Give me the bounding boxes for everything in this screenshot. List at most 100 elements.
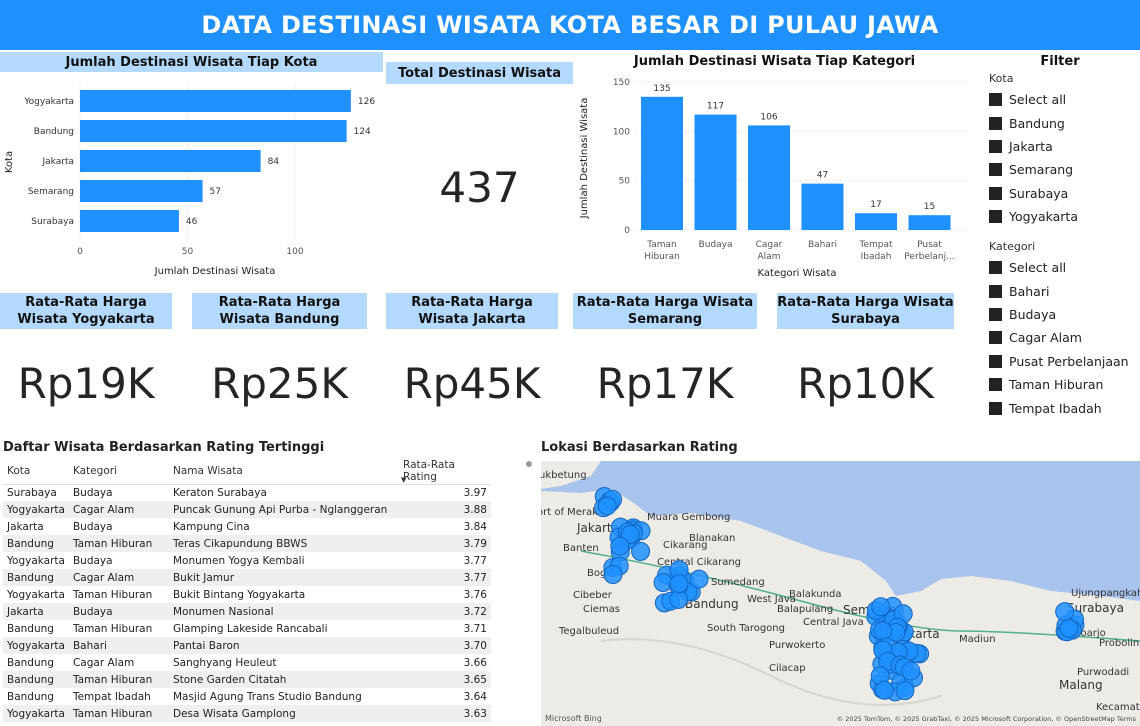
column-header-kategori[interactable]: Kategori [68,458,169,485]
checkbox[interactable] [989,401,1002,415]
filter-kategori-item[interactable]: Select all [989,256,1139,279]
filter-kota-item[interactable]: Jakarta [989,135,1139,158]
total-header: Total Destinasi Wisata [386,62,573,84]
table-row[interactable]: Bandung Cagar Alam Bukit Jamur 3.77 [3,569,491,586]
map-point[interactable] [653,573,673,593]
filter-kategori-item[interactable]: Tempat Ibadah [989,396,1139,419]
table-row[interactable]: Bandung Cagar Alam Sanghyang Heuleut 3.66 [3,654,491,671]
bar[interactable] [80,90,351,112]
map-point[interactable] [1059,618,1079,638]
checkbox[interactable] [989,307,1002,321]
map-point[interactable] [895,681,915,701]
category-label: Jakarta [42,157,74,167]
checkbox[interactable] [989,93,1002,107]
cell-nama-wisata: Stone Garden Citatah [168,671,399,688]
table-row[interactable]: Bandung Taman Hiburan Glamping Lakeside Ra… [3,620,491,637]
map-place-label: South Tarogong [707,623,785,634]
checkbox[interactable] [989,331,1002,345]
bar[interactable] [908,215,951,230]
drag-handle-icon[interactable] [526,461,532,467]
column-header-rating[interactable]: Rata-Rata Rating ▼ [399,458,491,485]
checkbox[interactable] [989,378,1002,392]
cell-kota: Bandung [3,671,69,688]
map-point[interactable] [597,496,617,516]
land-east [1011,661,1140,726]
y-tick-label: 100 [613,127,630,137]
bar[interactable] [801,183,844,230]
map-point[interactable] [875,680,895,700]
bar[interactable] [855,213,897,230]
filter-kota-item[interactable]: Surabaya [989,182,1139,205]
filter-kota-item[interactable]: Yogyakarta [989,205,1139,228]
category-label: Pusat Perbelanj... [904,240,954,262]
filter-kategori-item[interactable]: Cagar Alam [989,326,1139,349]
filter-kota-item[interactable]: Select all [989,88,1139,111]
checkbox[interactable] [989,139,1002,153]
cell-nama-wisata: Glamping Lakeside Rancabali [172,622,328,635]
checkbox[interactable] [989,163,1002,177]
cell-rating: 3.65 [399,671,491,688]
table-row[interactable]: Surabaya Budaya Keraton Surabaya 3.97 [3,484,491,501]
city-bar-chart: 0 50 100 Yogyakarta 126 Bandung 124 Jakarta 84 Se… [4,84,375,277]
bar[interactable] [80,120,347,142]
map-point[interactable] [1055,602,1075,622]
bar[interactable] [694,114,737,230]
cell-nama-wisata: Puncak Gunung Api Purba - Nglanggeran [168,501,399,518]
checkbox[interactable] [989,261,1002,275]
map-point[interactable] [603,565,623,585]
column-header-nama[interactable]: Nama Wisata [168,458,399,485]
bar[interactable] [80,210,179,232]
checkbox[interactable] [989,284,1002,298]
table-row[interactable]: Yogyakarta Taman Hiburan Bukit Bintang Yog… [3,586,491,603]
filter-kategori-item[interactable]: Pusat Perbelanjaan [989,350,1139,373]
bar[interactable] [80,150,261,172]
map-point[interactable] [610,536,630,556]
map-point[interactable] [689,569,709,589]
map-point[interactable] [871,597,891,617]
cell-nama-wisata: Monumen Yogya Kembali [172,554,305,567]
kpi-header-bandung: Rata-Rata Harga Wisata Bandung [192,293,367,329]
data-label: 47 [817,171,828,181]
filter-kota-label: Kota [989,72,1014,85]
table-row[interactable]: Yogyakarta Budaya Monumen Yogya Kembali 3.7… [3,552,491,569]
table-row[interactable]: Bandung Taman Hiburan Teras Cikapundung BB… [3,535,491,552]
category-label: Bandung [34,127,74,137]
map-place-label: Central Cikarang [657,557,741,568]
map-point[interactable] [631,541,651,561]
checkbox[interactable] [989,210,1002,224]
table-row[interactable]: Yogyakarta Taman Hiburan Desa Wisata Gampl… [3,705,491,722]
checkbox[interactable] [989,186,1002,200]
map-canvas[interactable]: ukbetung ort of Merak Jakarta Muara Gembong… [541,461,1140,726]
filter-kota-item[interactable]: Semarang [989,158,1139,181]
filter-kategori-item[interactable]: Taman Hiburan [989,373,1139,396]
column-header-kota[interactable]: Kota [3,458,69,485]
map-place-label: Blanakan [689,533,735,544]
filter-kategori-item[interactable]: Budaya [989,303,1139,326]
cell-kota: Yogyakarta [7,554,65,567]
map-point[interactable] [901,661,921,681]
table-row[interactable]: Jakarta Budaya Monumen Nasional 3.72 [3,603,491,620]
filter-kategori-item[interactable]: Bahari [989,279,1139,302]
map-place-label: Bogor [587,568,617,579]
table-row[interactable]: Jakarta Budaya Kampung Cina 3.84 [3,518,491,535]
category-bar-chart: 0 50 100 150 135 Taman Hiburan 117 Budaya 106 Caga… [579,78,968,279]
table-row[interactable]: Bandung Tempat Ibadah Masjid Agung Trans S… [3,688,491,705]
table-row[interactable]: Bandung Taman Hiburan Stone Garden Citatah… [3,671,491,688]
map-point[interactable] [669,574,689,594]
location-map[interactable]: ukbetung ort of Merak Jakarta Muara Gembong… [541,461,1140,726]
kpi-header-surabaya: Rata-Rata Harga Wisata Surabaya [777,293,954,329]
table-row[interactable]: Yogyakarta Bahari Pantai Baron 3.70 [3,637,491,654]
cell-kategori: Budaya [72,520,113,533]
map-point[interactable] [873,621,893,641]
bar[interactable] [80,180,203,202]
map-place-label: Sidoarjo [1065,628,1106,639]
table-row[interactable]: Yogyakarta Cagar Alam Puncak Gunung Api Pu… [3,501,491,518]
checkbox[interactable] [989,354,1002,368]
checkbox[interactable] [989,116,1002,130]
bar[interactable] [748,125,790,230]
map-point[interactable] [669,589,689,609]
filter-kota-item[interactable]: Bandung [989,111,1139,134]
cell-kota: Surabaya [7,486,57,499]
bar[interactable] [641,96,683,230]
cell-kategori: Budaya [68,603,169,620]
